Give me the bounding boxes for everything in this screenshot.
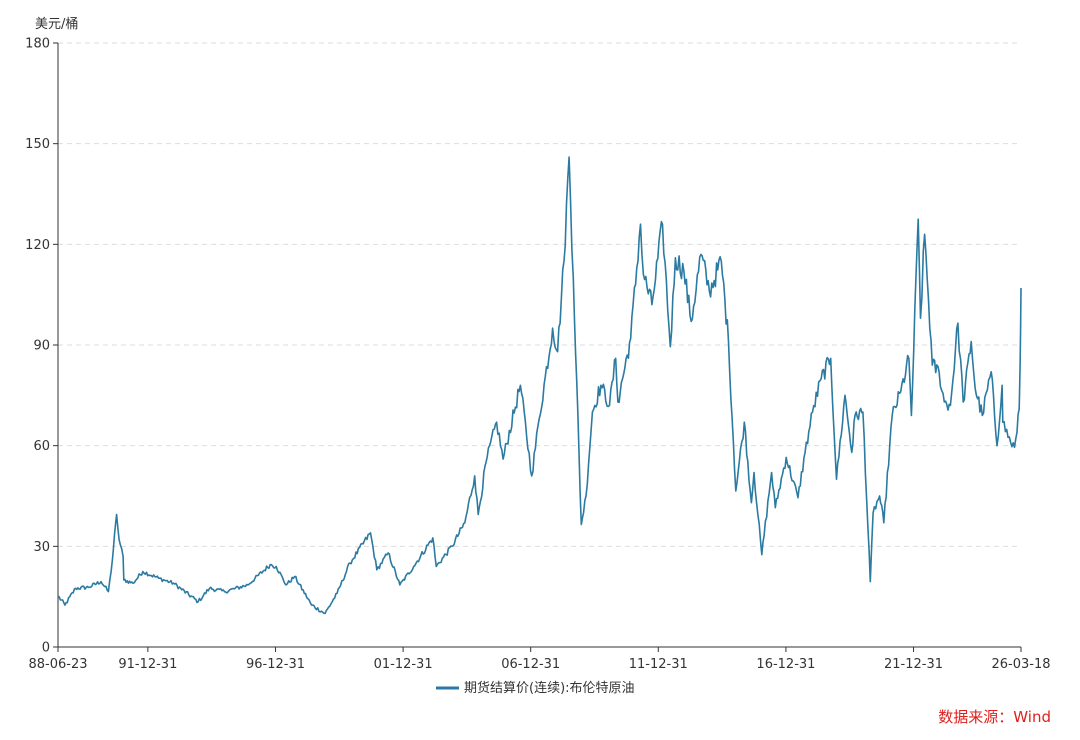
x-tick-label: 88-06-23 (28, 657, 87, 672)
x-tick-label: 96-12-31 (246, 657, 305, 672)
y-tick-label: 0 (42, 641, 50, 656)
x-tick-label: 16-12-31 (756, 657, 815, 672)
y-ticks: 0 30 60 90 120 150 180 (25, 37, 58, 656)
y-tick-label: 120 (25, 238, 50, 253)
legend-entry: 期货结算价(连续):布伦特原油 (464, 680, 635, 696)
series-line-brent (57, 156, 1022, 615)
y-axis-label: 美元/桶 (35, 17, 78, 32)
x-tick-label: 06-12-31 (501, 657, 560, 672)
y-tick-label: 90 (33, 339, 50, 354)
y-tick-label: 180 (25, 37, 50, 52)
legend: 期货结算价(连续):布伦特原油 (436, 680, 635, 696)
x-tick-label: 11-12-31 (629, 657, 688, 672)
source-label: 数据来源：Wind (938, 708, 1051, 726)
x-tick-label: 91-12-31 (118, 657, 177, 672)
grid-lines (58, 42, 1021, 547)
x-ticks: 88-06-23 91-12-31 96-12-31 01-12-31 06-12-31… (28, 647, 1051, 672)
x-tick-label: 21-12-31 (884, 657, 943, 672)
y-tick-label: 60 (33, 439, 50, 454)
x-tick-label: 01-12-31 (374, 657, 433, 672)
series-layer (57, 156, 1022, 615)
x-tick-label: 26-03-18 (991, 657, 1050, 672)
y-tick-label: 150 (25, 137, 50, 152)
y-tick-label: 30 (33, 540, 50, 555)
